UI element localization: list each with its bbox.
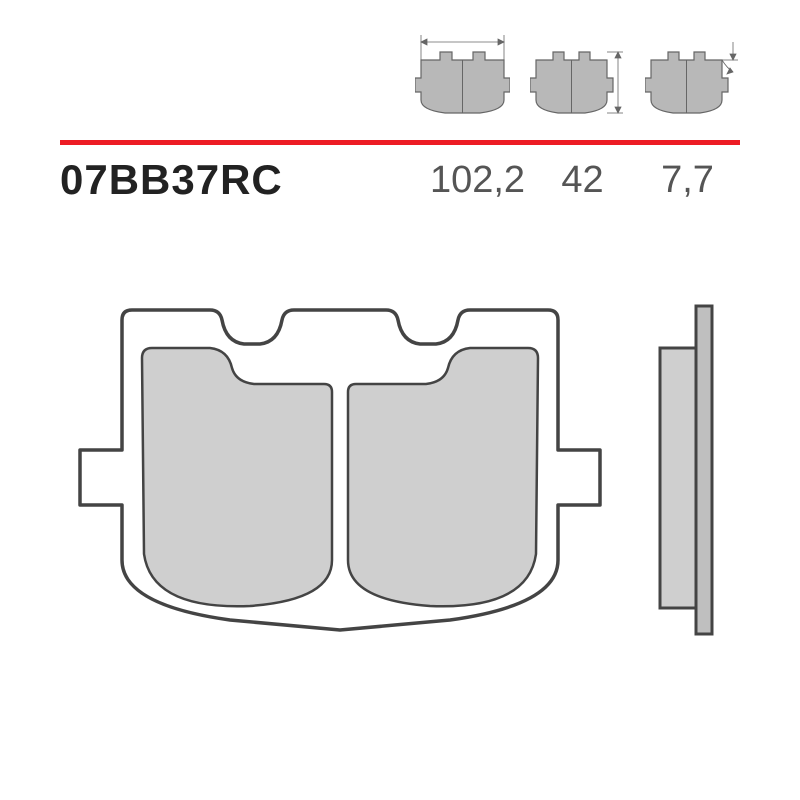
friction-pads [142, 348, 538, 606]
main-technical-drawing [60, 250, 740, 680]
spec-sheet: 07BB37RC 102,2 42 7,7 [0, 0, 800, 800]
thickness-dimension-icon [645, 30, 740, 115]
part-number: 07BB37RC [60, 156, 283, 204]
thickness-value: 7,7 [635, 159, 740, 202]
header-row [60, 30, 740, 130]
labels-row: 07BB37RC 102,2 42 7,7 [60, 150, 740, 210]
height-dimension-icon [530, 30, 625, 115]
left-friction-pad [142, 348, 332, 606]
red-divider-line [60, 140, 740, 145]
dimension-values: 102,2 42 7,7 [425, 159, 740, 202]
width-value: 102,2 [425, 159, 530, 202]
side-view [660, 306, 712, 634]
side-friction [660, 348, 696, 608]
dimension-icons [415, 30, 740, 115]
width-dimension-icon [415, 30, 510, 115]
height-value: 42 [530, 159, 635, 202]
side-backplate [696, 306, 712, 634]
front-view [80, 310, 600, 630]
right-friction-pad [348, 348, 538, 606]
